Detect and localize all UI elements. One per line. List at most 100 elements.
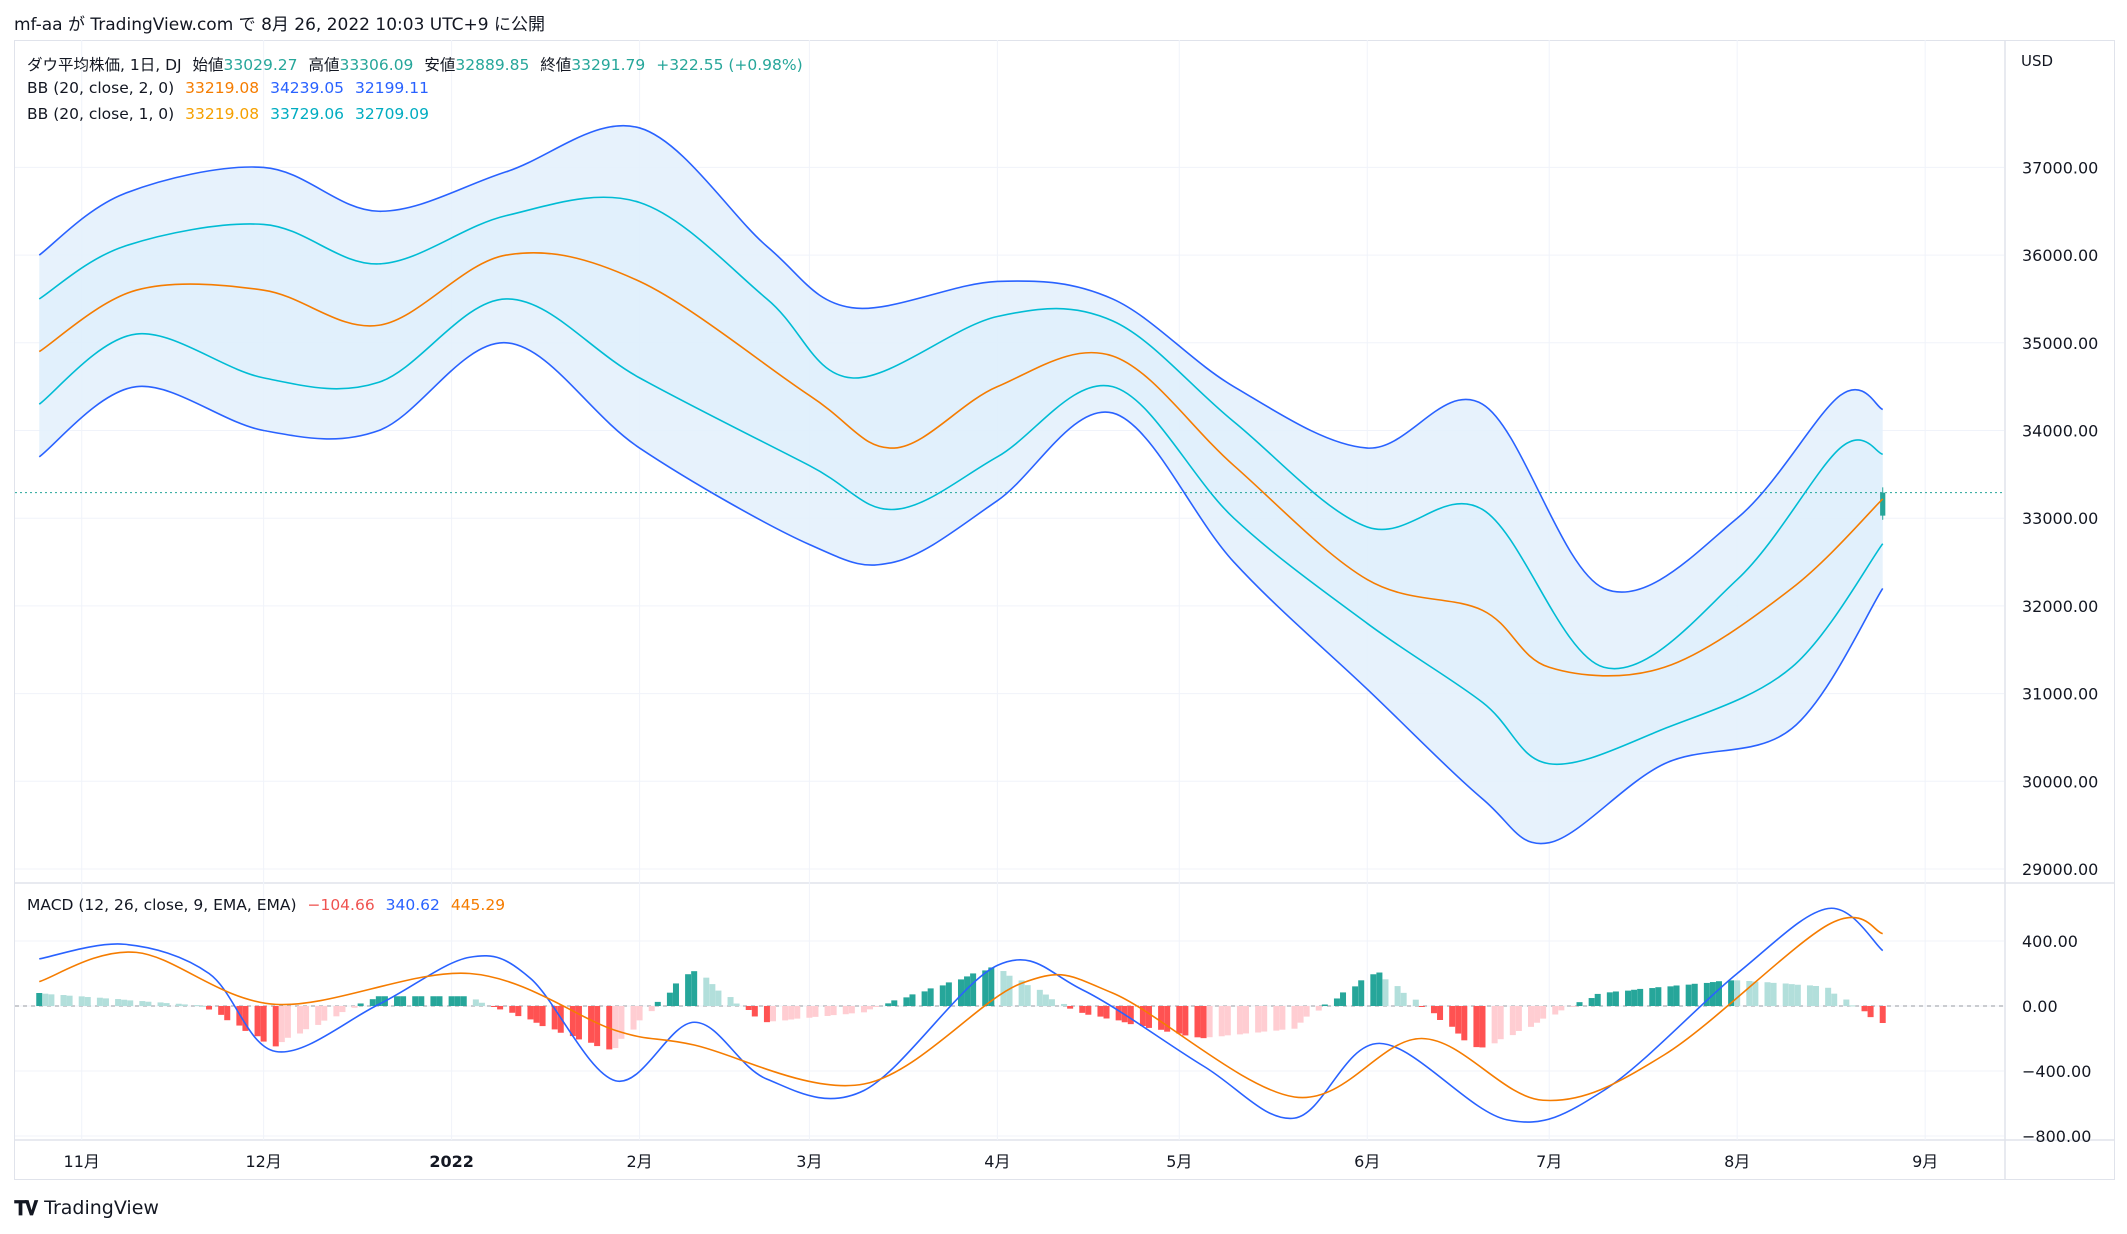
macd-histogram-bar xyxy=(1746,980,1753,1006)
macd-histogram-bar xyxy=(1667,986,1674,1006)
macd-histogram-bar xyxy=(618,1006,625,1039)
macd-histogram-bar xyxy=(806,1006,813,1018)
macd-histogram-bar xyxy=(1394,986,1401,1006)
macd-histogram-bar xyxy=(551,1006,558,1030)
macd-histogram-bar xyxy=(472,999,479,1006)
macd-histogram-bar xyxy=(497,1006,504,1010)
legend-high: 33306.09 xyxy=(339,56,414,74)
macd-histogram-bar xyxy=(1145,1006,1152,1028)
macd-histogram-bar xyxy=(478,1002,485,1006)
macd-histogram-bar xyxy=(48,994,55,1006)
legend-bb2-basis: 33219.08 xyxy=(185,79,260,97)
macd-histogram-bar xyxy=(1127,1006,1134,1025)
macd-histogram-bar xyxy=(927,988,934,1006)
price-tick-label: 35000.00 xyxy=(2022,334,2098,353)
macd-histogram-bar xyxy=(333,1006,340,1017)
macd-histogram-bar xyxy=(666,992,673,1006)
macd-histogram-bar xyxy=(1794,984,1801,1006)
macd-histogram-bar xyxy=(1024,985,1031,1006)
macd-histogram-bar xyxy=(770,1006,777,1022)
legend-bb1-lower: 32709.09 xyxy=(354,105,429,123)
time-tick-label: 5月 xyxy=(1166,1152,1192,1171)
macd-histogram-bar xyxy=(1491,1006,1498,1044)
time-tick-label: 7月 xyxy=(1536,1152,1562,1171)
legend-low: 32889.85 xyxy=(455,56,530,74)
macd-histogram-bar xyxy=(1158,1006,1165,1030)
macd-histogram-bar xyxy=(763,1006,770,1023)
legend-macd-hist: −104.66 xyxy=(307,896,375,914)
macd-histogram-bar xyxy=(60,995,67,1006)
macd-histogram-bar xyxy=(1449,1006,1456,1027)
macd-histogram-bar xyxy=(260,1006,267,1042)
macd-histogram-bar xyxy=(557,1006,564,1033)
macd-histogram-bar xyxy=(885,1003,892,1006)
macd-histogram-bar xyxy=(1273,1006,1280,1031)
macd-histogram-bar xyxy=(539,1006,546,1027)
macd-histogram-bar xyxy=(491,1006,498,1007)
macd-histogram-bar xyxy=(515,1006,522,1017)
macd-histogram-bar xyxy=(569,1006,576,1037)
macd-histogram-bar xyxy=(509,1006,516,1013)
macd-histogram-bar xyxy=(254,1006,261,1037)
macd-histogram-bar xyxy=(867,1006,874,1010)
price-tick-label: 36000.00 xyxy=(2022,246,2098,265)
legend-change: +322.55 (+0.98%) xyxy=(656,56,803,74)
macd-histogram-bar xyxy=(1728,980,1735,1006)
macd-histogram-bar xyxy=(1509,1006,1516,1036)
macd-histogram-bar xyxy=(218,1006,225,1015)
macd-histogram-bar xyxy=(1340,992,1347,1006)
macd-histogram-bar xyxy=(1430,1006,1437,1014)
macd-histogram-bar xyxy=(1649,988,1656,1006)
macd-histogram-bar xyxy=(612,1006,619,1049)
macd-histogram-bar xyxy=(1103,1006,1110,1019)
macd-histogram-bar xyxy=(303,1006,310,1030)
legend-bb1: BB (20, close, 1, 0) 33219.08 33729.06 3… xyxy=(27,105,435,123)
macd-line xyxy=(39,907,1884,1123)
legend-high-label: 高値 xyxy=(308,56,340,74)
macd-histogram-bar xyxy=(788,1006,795,1020)
macd-histogram-bar xyxy=(1631,989,1638,1006)
macd-histogram-bar xyxy=(909,994,916,1006)
macd-histogram-bar xyxy=(672,983,679,1006)
chart-frame xyxy=(14,40,2115,1180)
macd-histogram-bar xyxy=(1788,984,1795,1006)
macd-histogram-bar xyxy=(454,996,461,1006)
macd-histogram-bar xyxy=(1528,1006,1535,1027)
macd-histogram-bar xyxy=(206,1006,213,1010)
macd-histogram-bar xyxy=(236,1006,243,1026)
macd-histogram-bar xyxy=(175,1003,182,1006)
footer: 𝐓𝐕 TradingView xyxy=(14,1196,159,1220)
macd-histogram-bar xyxy=(1691,983,1698,1006)
macd-histogram-bar xyxy=(351,1006,358,1008)
legend-low-label: 安値 xyxy=(424,56,456,74)
macd-histogram-bar xyxy=(703,977,710,1006)
macd-histogram-bar xyxy=(1242,1006,1249,1034)
macd-histogram-bar xyxy=(1825,987,1832,1006)
macd-histogram-bar xyxy=(648,1006,655,1012)
macd-histogram-bar xyxy=(636,1006,643,1021)
macd-histogram-bar xyxy=(84,997,91,1006)
macd-histogram-bar xyxy=(1831,993,1838,1006)
macd-histogram-bar xyxy=(1637,988,1644,1006)
macd-histogram-bar xyxy=(594,1006,601,1047)
macd-histogram-bar xyxy=(181,1004,188,1006)
legend-close-label: 終値 xyxy=(540,56,572,74)
macd-histogram-bar xyxy=(1085,1006,1092,1015)
time-tick-label: 3月 xyxy=(796,1152,822,1171)
macd-histogram-bar xyxy=(369,999,376,1006)
macd-histogram-bar xyxy=(1006,975,1013,1006)
macd-histogram-bar xyxy=(903,997,910,1006)
macd-histogram-bar xyxy=(1594,993,1601,1006)
macd-histogram-bar xyxy=(1315,1006,1322,1011)
macd-histogram-bar xyxy=(400,996,407,1006)
macd-histogram-bar xyxy=(1552,1006,1559,1015)
macd-histogram-bar xyxy=(957,979,964,1006)
macd-histogram-bar xyxy=(709,984,716,1006)
macd-histogram-bar xyxy=(1139,1006,1146,1027)
macd-histogram-bar xyxy=(1497,1006,1504,1040)
macd-histogram-bar xyxy=(1879,1006,1886,1024)
macd-histogram-bar xyxy=(1558,1006,1565,1011)
macd-histogram-bar xyxy=(430,996,437,1006)
macd-histogram-bar xyxy=(691,971,698,1006)
